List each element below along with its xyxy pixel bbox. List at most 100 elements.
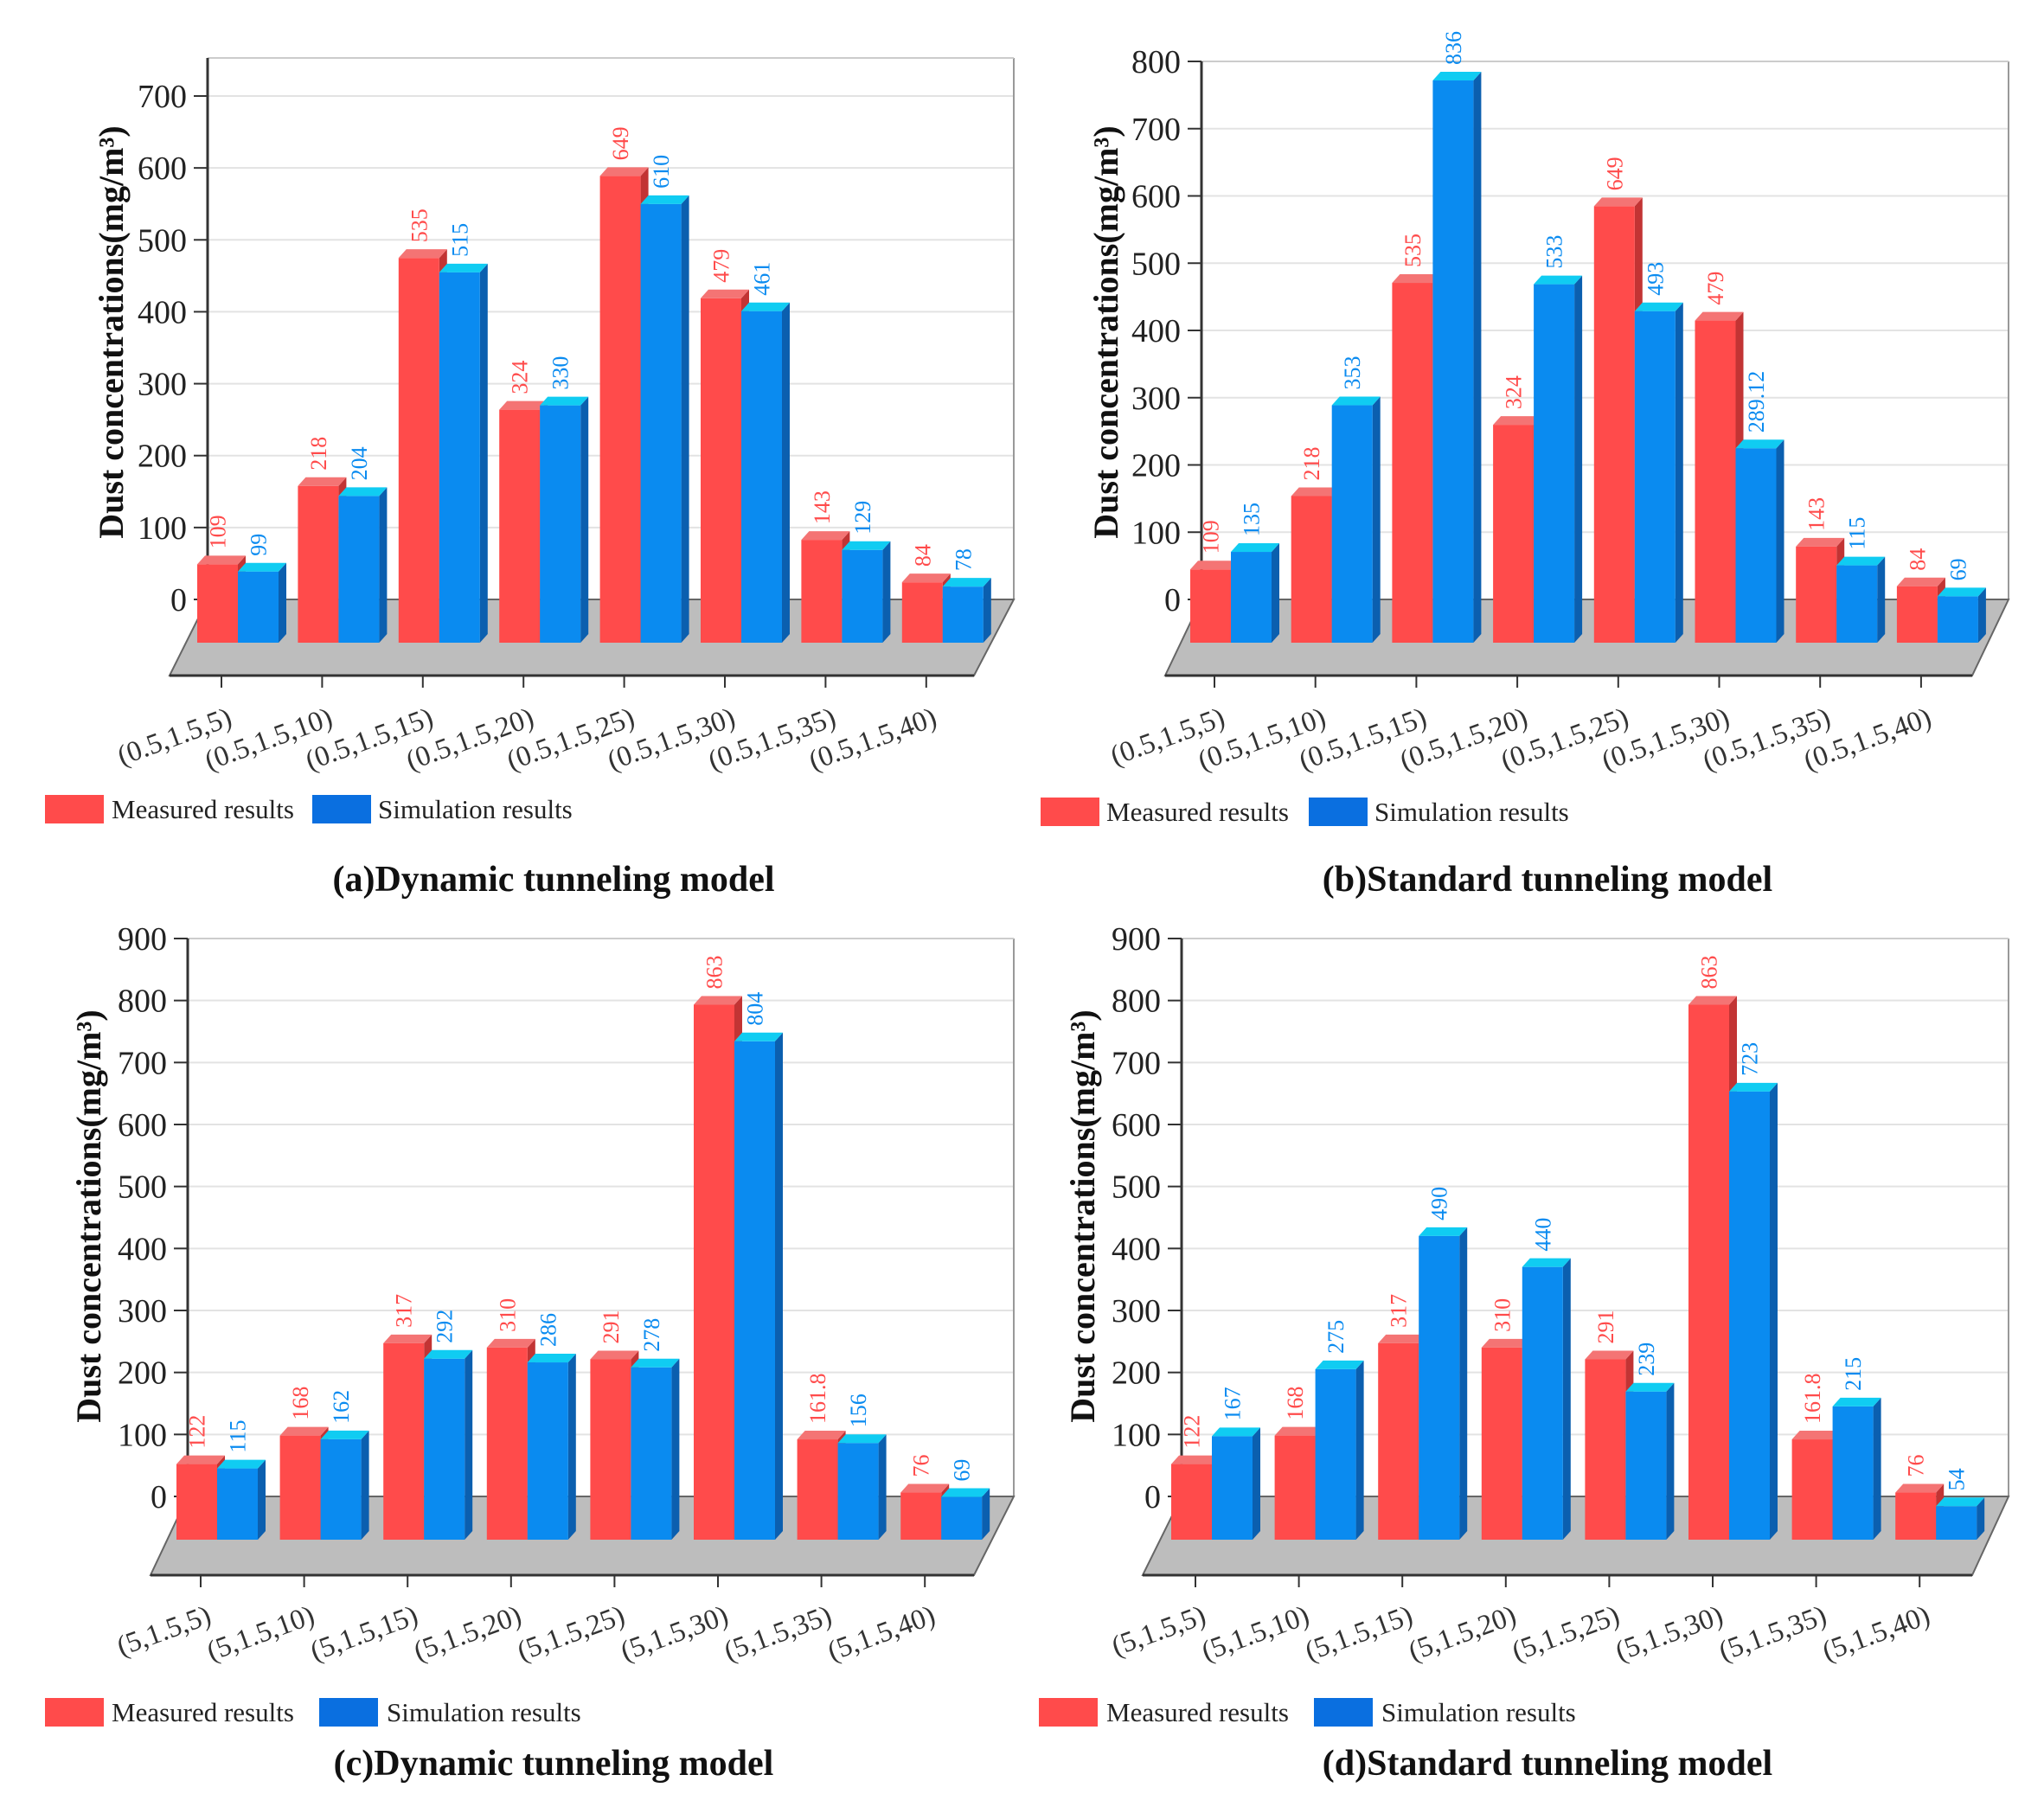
x-tick-label: (5,1.5,15): [306, 1600, 422, 1668]
y-axis-label: Dust concentrations(mg/m³): [92, 125, 131, 538]
legend-swatch-measured: [45, 795, 104, 823]
x-tick-label: (5,1.5,10): [203, 1600, 319, 1668]
bar-front: [631, 1367, 672, 1540]
y-tick-label: 700: [1131, 112, 1181, 148]
bar-front: [1896, 586, 1938, 643]
bar-front: [1378, 1342, 1419, 1540]
data-label: 129: [850, 501, 875, 535]
bar-simulation: [527, 1354, 576, 1540]
y-tick-label: 500: [118, 1169, 167, 1206]
data-label: 122: [1180, 1415, 1205, 1449]
data-label: 161.8: [805, 1374, 830, 1425]
bar-top: [1688, 996, 1737, 1005]
bar-front: [590, 1359, 631, 1540]
y-tick-label: 100: [1112, 1417, 1161, 1453]
bar-side: [258, 1459, 266, 1540]
bar-front: [1735, 448, 1777, 643]
bar-top: [1291, 487, 1340, 497]
x-tick-label: (5,1.5,35): [1715, 1600, 1831, 1668]
legend-swatch-simulation: [1309, 798, 1368, 826]
x-tick-label: (5,1.5,20): [1405, 1600, 1521, 1668]
bar-front: [599, 176, 641, 644]
bar-top: [640, 195, 689, 204]
bar-top: [694, 996, 742, 1005]
bar-front: [900, 1492, 942, 1540]
bar-top: [901, 573, 951, 583]
y-tick-label: 300: [1131, 381, 1181, 417]
bar-front: [1634, 311, 1676, 643]
bar-top: [1315, 1360, 1364, 1369]
bar-top: [1796, 537, 1845, 547]
bar-simulation: [1735, 439, 1784, 643]
data-label: 168: [1283, 1387, 1308, 1420]
data-label: 440: [1530, 1218, 1555, 1252]
legend-swatch-simulation: [1314, 1698, 1373, 1727]
y-tick-label: 500: [138, 222, 187, 259]
x-tick-label: (5,1.5,5): [112, 1600, 215, 1663]
y-tick-label: 400: [138, 294, 187, 330]
bar-simulation: [1634, 302, 1683, 643]
bar-simulation: [1315, 1360, 1364, 1540]
bar-front: [694, 1004, 734, 1540]
bar-top: [398, 249, 447, 259]
data-label: 84: [910, 544, 935, 567]
data-label: 291: [599, 1310, 624, 1343]
bar-simulation: [1729, 1082, 1778, 1540]
data-label: 218: [306, 437, 331, 471]
bar-side: [379, 487, 388, 643]
bar-front: [1171, 1464, 1212, 1540]
y-tick-label: 0: [170, 582, 187, 618]
bar-side: [1977, 587, 1986, 643]
bar-side: [882, 541, 891, 643]
bar-front: [1593, 206, 1635, 643]
bar-side: [1562, 1258, 1571, 1540]
bar-front: [797, 1439, 838, 1540]
bar-front: [701, 298, 741, 643]
chart-title: (b)Standard tunneling model: [1323, 860, 1772, 900]
bar-front: [741, 311, 782, 643]
bar-side: [983, 578, 991, 643]
bar-top: [842, 541, 891, 550]
bar-front: [1274, 1435, 1316, 1540]
bar-top: [631, 1358, 680, 1368]
y-tick-label: 400: [1131, 313, 1181, 349]
bar-top: [1832, 1397, 1881, 1406]
bar-top: [1212, 1427, 1260, 1437]
y-tick-label: 100: [118, 1417, 167, 1453]
data-label: 76: [1904, 1455, 1929, 1477]
bar-front: [279, 1435, 321, 1540]
bar-top: [1493, 416, 1542, 426]
bar-top: [217, 1459, 266, 1469]
bar-top: [1190, 561, 1239, 570]
legend-label-measured: Measured results: [1106, 1697, 1289, 1727]
bar-front: [499, 409, 541, 643]
y-tick-label: 900: [1112, 921, 1161, 958]
bar-top: [590, 1350, 639, 1360]
bar-top: [540, 396, 589, 406]
bar-top: [1936, 1497, 1985, 1507]
y-tick-label: 800: [118, 983, 167, 1020]
bar-front: [1392, 283, 1433, 643]
bar-top: [1625, 1382, 1675, 1392]
bar-top: [801, 531, 850, 541]
data-label: 723: [1738, 1042, 1763, 1076]
bar-front: [801, 540, 843, 643]
bar-simulation: [734, 1032, 783, 1540]
data-label: 836: [1441, 31, 1466, 65]
bar-front: [217, 1468, 258, 1540]
data-label: 115: [226, 1420, 251, 1453]
legend: Measured results Simulation results: [45, 1697, 581, 1727]
bar-top: [1896, 577, 1945, 586]
data-label: 143: [1804, 497, 1829, 531]
bar-top: [1585, 1350, 1634, 1360]
legend-swatch-simulation: [312, 795, 371, 823]
bar-simulation: [941, 1488, 990, 1540]
bar-top: [1634, 302, 1683, 311]
bar-simulation: [837, 1434, 887, 1540]
y-tick-label: 300: [1112, 1293, 1161, 1329]
bar-front: [176, 1464, 217, 1540]
bar-side: [1355, 1360, 1364, 1540]
bar-front: [1936, 1506, 1977, 1540]
bar-side: [681, 195, 689, 644]
bar-top: [499, 400, 548, 410]
